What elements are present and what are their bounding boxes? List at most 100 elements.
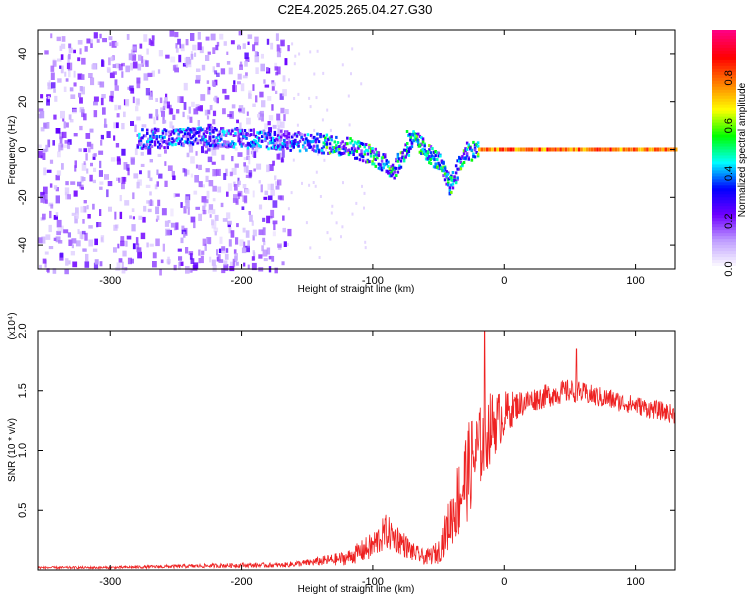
spectrogram-noise-cell	[88, 225, 93, 229]
spectrogram-noise-cell	[282, 75, 286, 82]
spectrogram-chirp-cell	[461, 164, 464, 168]
spectrogram-chirp-cell	[268, 133, 272, 136]
spectrogram-noise-cell	[230, 230, 235, 238]
spectrogram-noise-cell	[84, 232, 88, 241]
spectrogram-chirp-cell	[175, 128, 179, 132]
spectrogram-chirp-cell	[153, 143, 157, 147]
spectrogram-noise-cell	[205, 36, 210, 41]
spectrogram-chirp-cell	[465, 154, 469, 158]
spectrogram-noise-cell	[223, 260, 228, 266]
spectrogram-chirp-cell	[201, 128, 204, 132]
spectrogram-noise-cell	[63, 229, 69, 234]
spectrogram-chirp-cell	[461, 155, 464, 159]
spectrogram-noise-cell	[193, 262, 199, 270]
spectrogram-noise-cell	[197, 32, 201, 40]
spectrogram-chirp-cell	[248, 143, 251, 147]
spectrogram-noise-cell	[86, 141, 92, 147]
spectrogram-chirp-cell	[374, 164, 377, 168]
spectrogram-carrier-cell	[635, 147, 639, 152]
spectrogram-noise-cell	[251, 220, 254, 226]
spectrogram-noise-cell	[312, 181, 315, 184]
spectrogram-noise-cell	[59, 65, 62, 69]
spectrogram-chirp-cell	[253, 141, 256, 145]
spectrogram-chirp-cell	[406, 152, 409, 156]
spectrogram-carrier-cell	[588, 147, 591, 152]
spectrogram-noise-cell	[274, 175, 277, 181]
spectrogram-chirp-cell	[224, 134, 228, 137]
colorbar-segment	[712, 83, 736, 88]
spectrogram-chirp-cell	[314, 149, 318, 153]
spectrogram-carrier-cell	[569, 147, 573, 152]
colorbar-segment	[712, 143, 736, 148]
spectrogram-noise-cell	[89, 174, 93, 182]
spectrogram-chirp-cell	[256, 142, 259, 146]
spectrogram-chirp-cell	[350, 139, 354, 143]
spectrogram-chirp-cell	[295, 134, 299, 138]
spectrogram-chirp-cell	[350, 147, 354, 151]
spectrogram-noise-cell	[284, 58, 288, 66]
spectrogram-noise-cell	[258, 229, 264, 236]
spectrogram-chirp-cell	[395, 166, 398, 170]
spectrogram-noise-cell	[166, 101, 170, 109]
colorbar-segment	[712, 260, 736, 264]
spectrogram-noise-cell	[179, 96, 184, 103]
spectrogram-noise-cell	[228, 239, 232, 247]
spectrogram-noise-cell	[213, 227, 219, 233]
spectrogram-noise-cell	[134, 124, 137, 133]
spectrogram-chirp-cell	[166, 142, 169, 146]
spectrogram-chirp-cell	[358, 158, 362, 162]
colorbar-ticks: 0.00.20.40.60.8	[723, 70, 735, 276]
spectrogram-noise-cell	[279, 93, 284, 100]
spectrogram-carrier-cell	[609, 147, 612, 152]
spectrogram-chirp-cell	[242, 136, 245, 140]
spectrogram-chirp-cell	[160, 135, 163, 139]
spectrogram-noise-cell	[305, 221, 308, 225]
spectrogram-chirp-cell	[229, 143, 232, 147]
spectrogram-noise-cell	[152, 261, 157, 268]
colorbar-segment	[712, 257, 736, 261]
spectrogram-noise-cell	[193, 190, 198, 195]
spectrogram-chirp-cell	[275, 137, 278, 141]
spectrogram-noise-cell	[183, 206, 187, 214]
spectrogram-noise-cell	[125, 240, 128, 247]
colorbar-segment	[712, 86, 736, 91]
spectrogram-chirp-cell	[338, 153, 341, 157]
spectrogram-chirp-cell	[179, 128, 182, 131]
spectrogram-chirp-cell	[190, 141, 193, 145]
spectrogram-chirp-cell	[207, 142, 210, 146]
spectrogram-carrier-cell	[538, 147, 541, 152]
spectrogram-noise-cell	[169, 108, 174, 115]
spectrogram-noise-cell	[242, 107, 246, 114]
spectrogram-chirp-cell	[216, 133, 220, 137]
spectrogram-chirp-cell	[138, 142, 141, 146]
spectrogram-chirp-cell	[346, 142, 349, 146]
spectrogram-noise-cell	[268, 127, 272, 133]
spectrogram-noise-cell	[226, 191, 229, 197]
spectrogram-noise-cell	[212, 169, 217, 177]
spectrogram-chirp-cell	[205, 142, 209, 146]
spectrogram-chirp-cell	[335, 135, 338, 139]
spectrogram-chirp-cell	[289, 144, 292, 148]
spectrogram-chirp-cell	[297, 131, 300, 135]
spectrogram-chirp-cell	[325, 145, 329, 149]
spectrogram-chirp-cell	[429, 145, 433, 148]
spectrogram-chirp-cell	[273, 133, 277, 136]
spectrogram-chirp-cell	[363, 152, 366, 156]
spectrogram-noise-cell	[65, 122, 69, 128]
spectrogram-noise-cell	[207, 51, 211, 55]
spectrogram-chirp-cell	[309, 145, 313, 149]
spectrogram-noise-cell	[268, 255, 274, 260]
spectrogram-chirp-cell	[451, 179, 455, 183]
colorbar-segment	[712, 89, 736, 94]
spectrogram-chirp-cell	[213, 139, 217, 143]
colorbar-segment	[712, 221, 736, 225]
spectrogram-noise-cell	[93, 262, 99, 270]
spectrogram-chirp-cell	[215, 136, 218, 140]
spectrogram-noise-cell	[68, 47, 73, 54]
spectrogram-noise-cell	[65, 78, 69, 82]
spectrogram-chirp-cell	[216, 142, 220, 146]
spectrogram-noise-cell	[219, 143, 224, 148]
spectrogram-noise-cell	[109, 95, 113, 102]
spectrogram-chirp-cell	[306, 143, 310, 147]
spectrogram-chirp-cell	[265, 134, 269, 137]
